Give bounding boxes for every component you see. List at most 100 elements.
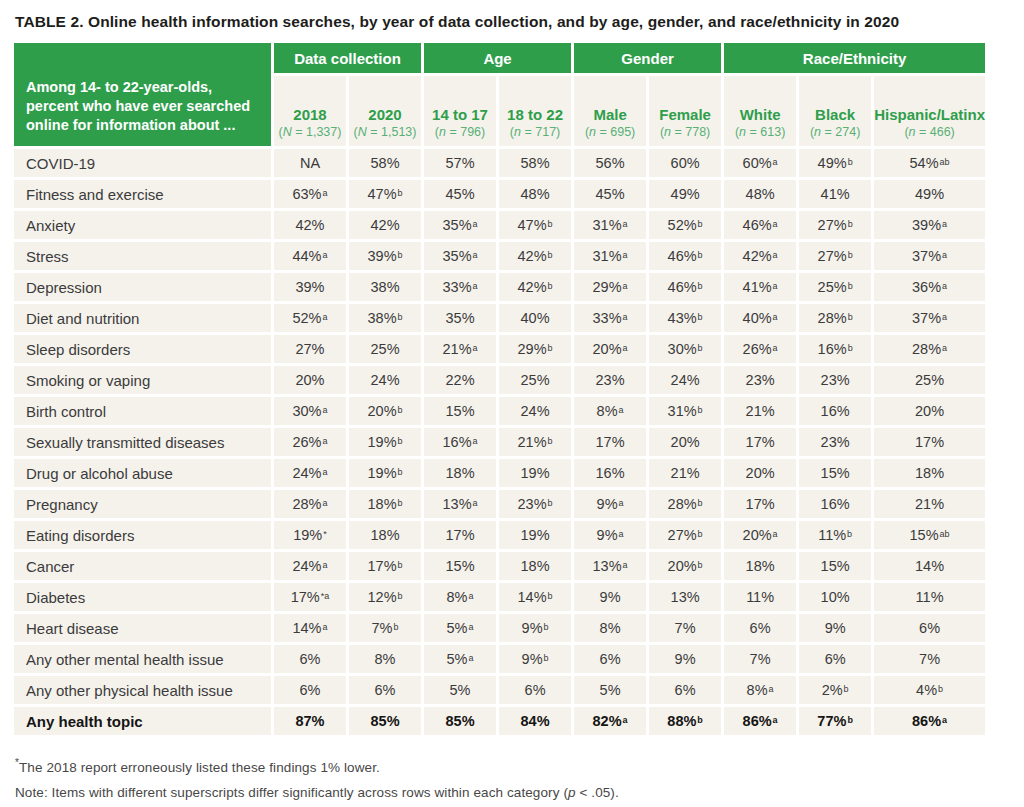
value-cell: 37%a <box>874 242 985 270</box>
value-cell: 6% <box>499 676 571 704</box>
value-cell: 14% <box>874 552 985 580</box>
value-cell: 24% <box>499 397 571 425</box>
column-label: Female <box>659 107 711 123</box>
value-cell: 18% <box>874 459 985 487</box>
value-cell: 8% <box>349 645 421 673</box>
value-cell: 9% <box>799 614 871 642</box>
value-cell: 42%b <box>499 242 571 270</box>
value-cell: 15% <box>424 397 496 425</box>
column-label: Black <box>815 107 855 123</box>
report-page: TABLE 2. Online health information searc… <box>0 0 1024 800</box>
value-cell: 21%a <box>424 335 496 363</box>
row-label: Sexually transmitted diseases <box>14 428 271 456</box>
sample-size: (N = 1,337) <box>279 125 342 139</box>
p-value-symbol: p <box>568 785 576 800</box>
value-cell: 22% <box>424 366 496 394</box>
row-label: Fitness and exercise <box>14 180 271 208</box>
column-header: 2020(N = 1,513) <box>349 76 421 146</box>
row-label: Birth control <box>14 397 271 425</box>
value-cell: 9%b <box>499 614 571 642</box>
value-cell: 20% <box>274 366 346 394</box>
footnote-note: Note: Items with different superscripts … <box>15 785 985 800</box>
value-cell: 16%b <box>799 335 871 363</box>
value-cell: 82%a <box>574 707 646 735</box>
value-cell: 38% <box>349 273 421 301</box>
value-cell: 17% <box>424 521 496 549</box>
value-cell: 57% <box>424 149 496 177</box>
footnote-note-text: Note: Items with different superscripts … <box>15 785 568 800</box>
sample-size: (n = 274) <box>810 125 860 139</box>
row-label: Depression <box>14 273 271 301</box>
value-cell: 20%b <box>349 397 421 425</box>
value-cell: 29%b <box>499 335 571 363</box>
row-label: COVID-19 <box>14 149 271 177</box>
value-cell: 17% <box>874 428 985 456</box>
row-label: Sleep disorders <box>14 335 271 363</box>
row-label: Diet and nutrition <box>14 304 271 332</box>
value-cell: 28%a <box>274 490 346 518</box>
value-cell: 45% <box>424 180 496 208</box>
value-cell: 6% <box>349 676 421 704</box>
value-cell: 18% <box>424 459 496 487</box>
value-cell: 42% <box>274 211 346 239</box>
sample-size: (N = 1,513) <box>354 125 417 139</box>
value-cell: 24%a <box>274 552 346 580</box>
value-cell: 5%a <box>424 614 496 642</box>
value-cell: 39% <box>274 273 346 301</box>
value-cell: 52%a <box>274 304 346 332</box>
value-cell: 86%a <box>724 707 796 735</box>
value-cell: 25%b <box>799 273 871 301</box>
value-cell: 24% <box>349 366 421 394</box>
column-label: 14 to 17 <box>432 107 488 123</box>
value-cell: 28%a <box>874 335 985 363</box>
value-cell: 16% <box>799 397 871 425</box>
value-cell: 17%*a <box>274 583 346 611</box>
value-cell: 9% <box>574 583 646 611</box>
value-cell: 42%a <box>724 242 796 270</box>
value-cell: 27%b <box>799 242 871 270</box>
value-cell: 28%b <box>799 304 871 332</box>
value-cell: 27% <box>274 335 346 363</box>
value-cell: 20% <box>649 428 721 456</box>
value-cell: 7%b <box>349 614 421 642</box>
value-cell: 29%a <box>574 273 646 301</box>
sample-size: (n = 796) <box>435 125 485 139</box>
column-label: 2018 <box>293 107 326 123</box>
column-group-header: Data collection <box>274 43 421 73</box>
value-cell: 19% <box>499 521 571 549</box>
value-cell: 58% <box>349 149 421 177</box>
value-cell: 19%* <box>274 521 346 549</box>
value-cell: 19% <box>499 459 571 487</box>
value-cell: 26%a <box>724 335 796 363</box>
value-cell: 19%b <box>349 428 421 456</box>
value-cell: 21% <box>649 459 721 487</box>
column-header: White(n = 613) <box>724 76 796 146</box>
row-label: Eating disorders <box>14 521 271 549</box>
value-cell: 84% <box>499 707 571 735</box>
footnotes: *The 2018 report erroneously listed thes… <box>15 757 985 800</box>
value-cell: 18% <box>349 521 421 549</box>
value-cell: 31%a <box>574 211 646 239</box>
value-cell: 42%b <box>499 273 571 301</box>
value-cell: 20% <box>874 397 985 425</box>
row-label: Smoking or vaping <box>14 366 271 394</box>
value-cell: 20%b <box>649 552 721 580</box>
column-group-header: Race/Ethnicity <box>724 43 985 73</box>
column-label: Hispanic/Latinx <box>874 107 985 123</box>
column-label: 18 to 22 <box>507 107 563 123</box>
value-cell: 47%b <box>349 180 421 208</box>
table-number: TABLE 2. <box>15 13 84 30</box>
value-cell: 23% <box>799 428 871 456</box>
value-cell: 87% <box>274 707 346 735</box>
value-cell: 10% <box>799 583 871 611</box>
column-header: Hispanic/Latinx(n = 466) <box>874 76 985 146</box>
value-cell: 23% <box>724 366 796 394</box>
row-label: Anxiety <box>14 211 271 239</box>
table-title-text: Online health information searches, by y… <box>88 13 899 30</box>
value-cell: 41%a <box>724 273 796 301</box>
value-cell: 13% <box>649 583 721 611</box>
value-cell: 44%a <box>274 242 346 270</box>
value-cell: 38%b <box>349 304 421 332</box>
column-header: Male(n = 695) <box>574 76 646 146</box>
value-cell: 17% <box>724 490 796 518</box>
